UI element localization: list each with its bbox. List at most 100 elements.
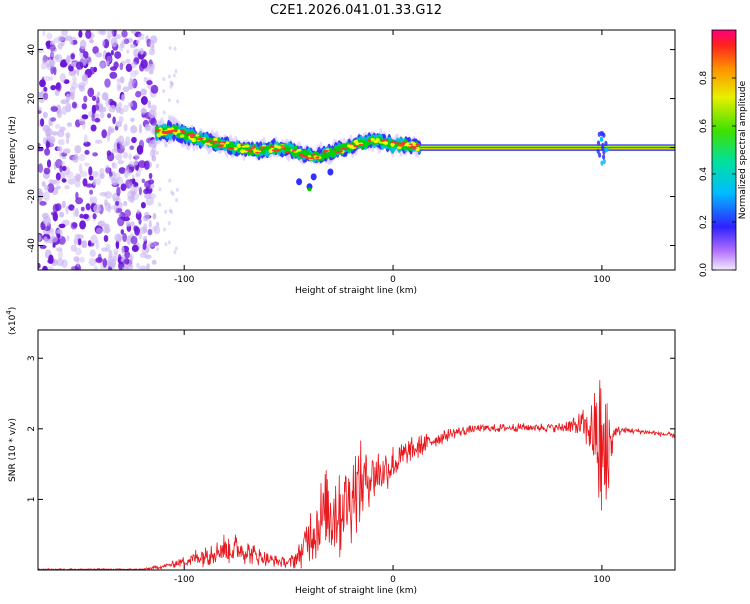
noise-blob: [110, 37, 118, 48]
noise-blob: [129, 188, 137, 196]
noise-blob: [38, 191, 44, 199]
noise-blob: [155, 151, 159, 155]
noise-blob: [114, 34, 122, 40]
noise-blob: [43, 56, 51, 61]
noise-blob: [111, 162, 115, 168]
colorbar: 0.0 0.2 0.4 0.6 0.8 Normalized spectral ampl…: [699, 29, 748, 277]
noise-blob: [138, 217, 142, 225]
y-tick-label: 40: [27, 44, 37, 56]
noise-blob: [141, 178, 145, 183]
noise-blob: [116, 78, 121, 83]
spectrogram-ticks: -100 0 100 -40 -20 0 20 40: [27, 30, 675, 285]
snr-ticks: -100 0 100 1 2 3: [27, 330, 675, 585]
noise-blob: [70, 61, 77, 67]
noise-blob: [148, 220, 152, 229]
x-tick-label: -100: [174, 275, 195, 285]
noise-blob: [173, 250, 177, 255]
noise-blob: [102, 39, 105, 47]
noise-blob: [113, 197, 121, 203]
noise-blob: [175, 198, 179, 203]
track-blob: [213, 142, 218, 149]
noise-blob: [152, 241, 160, 246]
noise-blob: [129, 77, 133, 84]
noise-blob: [93, 265, 98, 270]
noise-blob: [101, 129, 107, 139]
y-tick-label: 20: [27, 93, 37, 105]
noise-blob: [144, 193, 152, 200]
noise-blob: [43, 184, 50, 191]
noise-blob: [50, 50, 55, 58]
noise-blob: [130, 117, 135, 123]
spike-blob: [601, 145, 605, 151]
track-blob: [240, 149, 245, 154]
track-blob: [343, 148, 348, 151]
noise-blob: [150, 148, 156, 158]
noise-blob: [115, 153, 123, 161]
track-blob: [169, 129, 175, 132]
noise-blob: [119, 62, 124, 71]
noise-blob: [50, 235, 58, 243]
noise-blob: [123, 200, 128, 207]
y-tick-label: 2: [27, 426, 37, 432]
noise-blob: [125, 221, 131, 227]
noise-blob: [134, 153, 141, 160]
noise-blob: [89, 249, 96, 257]
noise-blob: [99, 61, 105, 69]
noise-blob: [89, 196, 94, 205]
noise-blob: [130, 43, 136, 49]
noise-blob: [91, 95, 97, 101]
noise-blob: [82, 213, 89, 220]
track-blob: [273, 144, 278, 148]
track-blob: [310, 157, 315, 159]
noise-blob: [173, 46, 177, 51]
noise-blob: [115, 176, 124, 185]
noise-blob: [89, 39, 94, 44]
noise-blob: [123, 258, 130, 265]
noise-blob: [79, 220, 86, 230]
noise-blob: [76, 61, 84, 70]
noise-blob: [106, 55, 112, 63]
noise-blob: [50, 117, 57, 122]
track-blob: [415, 143, 420, 146]
noise-blob: [43, 92, 49, 100]
noise-blob: [38, 163, 43, 174]
noise-blob: [102, 258, 108, 268]
noise-blob: [115, 240, 120, 250]
noise-blob: [62, 148, 71, 154]
noise-blob: [51, 131, 59, 136]
track-blob: [390, 141, 395, 144]
track-blob: [332, 148, 337, 151]
track-blob: [370, 137, 375, 142]
noise-blob: [91, 112, 95, 122]
colorbar-tick-label: 0.6: [699, 119, 709, 134]
noise-blob: [129, 254, 133, 265]
track-blob: [338, 150, 343, 153]
spectrogram-content: [38, 30, 675, 270]
noise-blob: [140, 59, 148, 69]
track-blob: [260, 148, 265, 150]
snr-scale-label: (x104): [5, 307, 18, 335]
noise-blob: [139, 265, 147, 270]
noise-blob: [118, 135, 125, 145]
track-blob: [380, 140, 385, 142]
noise-blob: [76, 258, 80, 268]
noise-blob: [137, 32, 145, 41]
noise-blob: [49, 138, 55, 148]
noise-blob: [88, 175, 94, 181]
noise-blob: [174, 246, 178, 251]
noise-blob: [73, 256, 80, 262]
noise-blob: [48, 254, 54, 264]
track-blob: [194, 134, 200, 137]
snr-series-line: [38, 380, 675, 570]
noise-blob: [126, 49, 130, 54]
noise-blob: [74, 179, 81, 188]
figure-title: C2E1.2026.041.01.33.G12: [270, 3, 442, 18]
track-blob: [218, 141, 223, 144]
noise-blob: [129, 145, 135, 150]
noise-blob: [156, 164, 159, 168]
noise-blob: [66, 136, 70, 145]
noise-blob: [84, 134, 88, 144]
noise-blob: [84, 149, 90, 155]
track-blob: [213, 137, 218, 142]
spectrogram-ylabel: Frequency (Hz): [8, 116, 18, 184]
